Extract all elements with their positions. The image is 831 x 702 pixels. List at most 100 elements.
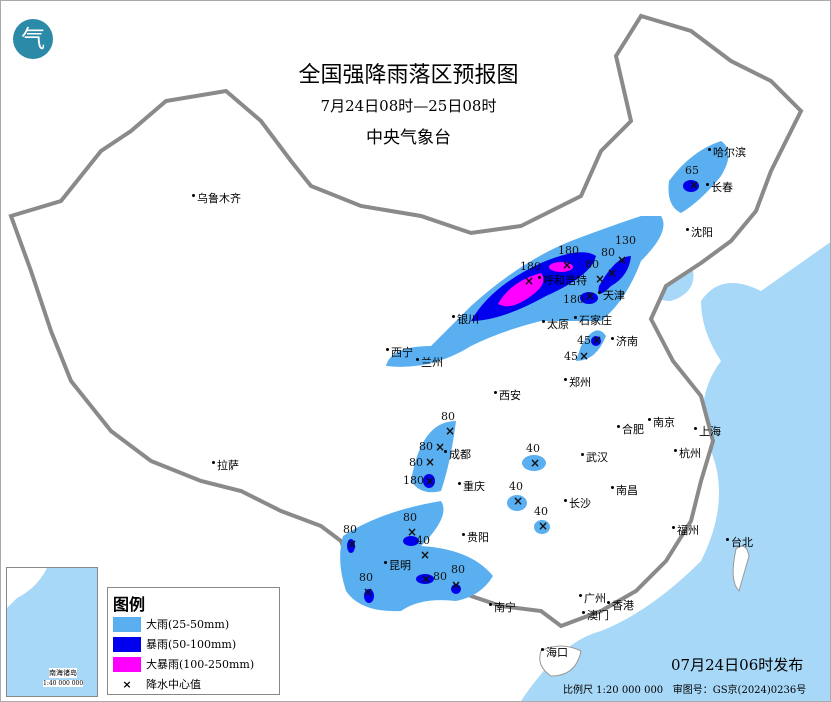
x-mark-icon: ×: [425, 455, 436, 469]
rain-center-value: 80: [403, 511, 417, 524]
city-label: 天津: [598, 289, 625, 302]
x-mark-icon: ×: [445, 424, 456, 438]
country-border: [8, 13, 804, 629]
city-label: 哈尔滨: [708, 146, 746, 159]
rain-center-value: 40: [534, 505, 548, 518]
legend: 图例 大雨(25-50mm) 暴雨(50-100mm) 大暴雨(100-250m…: [107, 587, 280, 695]
x-mark-icon: ×: [421, 572, 432, 586]
city-label: 重庆: [458, 480, 485, 493]
legend-title: 图例: [113, 595, 146, 614]
legend-swatch: [113, 636, 141, 652]
x-mark-icon: ×: [363, 585, 374, 599]
south-china-sea-inset: 南海诸岛 1:40 000 000: [6, 567, 98, 697]
x-mark-icon: ×: [538, 519, 549, 533]
map-title: 全国强降雨落区预报图: [298, 63, 519, 88]
x-mark-icon: ×: [347, 537, 358, 551]
rain-center-value: 180: [563, 293, 584, 306]
city-label: 银川: [452, 313, 479, 326]
legend-label: 大雨(25-50mm): [146, 618, 230, 631]
legend-item-center: × 降水中心值: [113, 676, 201, 692]
x-mark-icon: ×: [689, 178, 700, 192]
rain-center-value: 80: [441, 410, 455, 423]
forecast-period: 7月24日08时—25日08时: [320, 97, 497, 115]
x-mark-icon: ×: [122, 677, 132, 691]
inset-title: 南海诸岛: [49, 668, 77, 678]
rain-center-value: 65: [685, 164, 699, 177]
rain-center-value: 80: [601, 246, 615, 259]
rain-center-value: 180: [403, 474, 424, 487]
x-mark-icon: ×: [595, 272, 606, 286]
city-label: 海口: [541, 646, 568, 659]
legend-item-torrential: 大暴雨(100-250mm): [113, 656, 254, 672]
legend-item-heavy-rain: 大雨(25-50mm): [113, 616, 229, 632]
issuer: 中央气象台: [366, 128, 451, 148]
city-label: 南京: [648, 416, 675, 429]
scale-and-review: 比例尺 1:20 000 000 审图号：GS京(2024)0236号: [563, 681, 806, 696]
city-label: 长春: [706, 181, 733, 194]
legend-label: 大暴雨(100-250mm): [146, 658, 255, 671]
rain-center-value: 45: [577, 334, 591, 347]
legend-swatch: [113, 616, 141, 632]
x-mark-icon: ×: [435, 440, 446, 454]
city-label: 成都: [444, 448, 471, 461]
city-label: 西安: [494, 389, 521, 402]
city-label: 台北: [726, 536, 753, 549]
city-label: 上海: [694, 425, 721, 438]
rain-center-value: 80: [409, 456, 423, 469]
x-mark-icon: ×: [579, 349, 590, 363]
rain-center-value: 80: [359, 571, 373, 584]
city-label: 拉萨: [212, 459, 239, 472]
hainan: [539, 645, 582, 677]
city-label: 西宁: [386, 346, 413, 359]
city-label: 合肥: [617, 423, 644, 436]
rain-center-value: 40: [416, 534, 430, 547]
rain-center-value: 130: [615, 234, 636, 247]
city-label: 兰州: [416, 356, 443, 369]
city-label: 长沙: [564, 497, 591, 510]
rain-center-value: 40: [526, 442, 540, 455]
x-mark-icon: ×: [585, 289, 596, 303]
city-label: 南宁: [489, 601, 516, 614]
x-mark-icon: ×: [617, 253, 628, 267]
city-label: 郑州: [564, 376, 591, 389]
city-label: 乌鲁木齐: [192, 192, 241, 205]
x-mark-icon: ×: [451, 578, 462, 592]
legend-label: 暴雨(50-100mm): [146, 638, 237, 651]
map-scale: 比例尺 1:20 000 000: [563, 685, 664, 696]
x-mark-icon: ×: [530, 456, 541, 470]
rain-center-value: 80: [433, 570, 447, 583]
legend-item-rainstorm: 暴雨(50-100mm): [113, 636, 236, 652]
cma-logo: 气: [13, 19, 53, 59]
city-label: 武汉: [581, 451, 608, 464]
rain-center-value: 180: [558, 244, 579, 257]
x-mark-icon: ×: [592, 333, 603, 347]
rain-center-value: 180: [520, 260, 541, 273]
x-mark-icon: ×: [513, 494, 524, 508]
x-mark-icon: ×: [607, 266, 618, 280]
legend-label: 降水中心值: [146, 678, 201, 691]
city-label: 广州: [579, 592, 606, 605]
city-label: 沈阳: [686, 226, 713, 239]
rain-center-value: 45: [564, 350, 578, 363]
x-mark-icon: ×: [562, 258, 573, 272]
inset-scale: 1:40 000 000: [43, 680, 84, 687]
city-label: 贵阳: [462, 531, 489, 544]
x-mark-icon: ×: [407, 525, 418, 539]
rain-center-value: 80: [585, 258, 599, 271]
city-label: 杭州: [674, 447, 701, 460]
rain-center-value: 80: [451, 563, 465, 576]
rain-center-value: 80: [419, 440, 433, 453]
review-number: 审图号：GS京(2024)0236号: [672, 685, 807, 696]
x-mark-icon: ×: [524, 274, 535, 288]
city-label: 呼和浩特: [538, 274, 587, 287]
torrential-rain-areas: [498, 262, 573, 307]
taiwan: [732, 545, 750, 592]
city-label: 昆明: [384, 559, 411, 572]
x-mark-icon: ×: [420, 548, 431, 562]
sea-area: [521, 242, 830, 701]
city-label: 石家庄: [574, 314, 612, 327]
legend-swatch: [113, 656, 141, 672]
rain-center-value: 80: [343, 523, 357, 536]
city-label: 南昌: [611, 484, 638, 497]
